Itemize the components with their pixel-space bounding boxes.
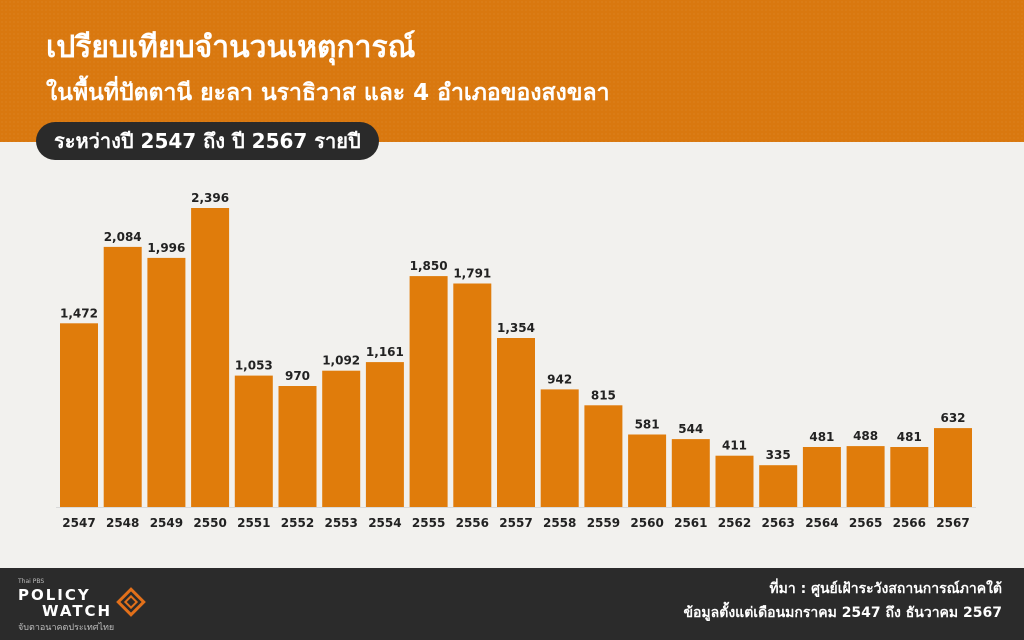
bar-2549 [147,257,186,507]
tick-label-2565: 2565 [849,516,882,530]
value-label-2548: 2,084 [104,230,142,244]
tick-label-2547: 2547 [62,516,95,530]
value-label-2554: 1,161 [366,345,404,359]
tick-label-2553: 2553 [324,516,357,530]
bar-chart: 1,472 2,084 1,996 2,396 1,053 970 1,092 1,161 1,… [0,160,1024,540]
tick-label-2548: 2548 [106,516,139,530]
bars-group [60,208,972,507]
value-label-2558: 942 [547,372,572,386]
logo-line1: POLICY [18,586,91,604]
tick-label-2559: 2559 [587,516,620,530]
value-label-2559: 815 [591,388,616,402]
bar-2552 [278,386,317,507]
value-label-2566: 481 [897,430,922,444]
tick-label-2552: 2552 [281,516,314,530]
bar-2567 [934,428,972,507]
tick-label-2551: 2551 [237,516,270,530]
data-range-note: ข้อมูลตั้งแต่เดือนมกราคม 2547 ถึง ธันวาค… [683,605,1002,621]
footer: Thai PBS POLICY WATCH จับตาอนาคตประเทศไท… [0,568,1024,640]
bar-2565 [846,446,885,507]
logo-tagline: จับตาอนาคตประเทศไทย [18,623,115,633]
value-label-2556: 1,791 [453,267,491,281]
bar-2555 [409,276,448,507]
header-banner: เปรียบเทียบจำนวนเหตุการณ์ ในพื้นที่ปัตตา… [0,0,1024,142]
tick-label-2567: 2567 [936,516,969,530]
logo-top-text: Thai PBS [18,578,45,585]
chart-subtitle: ในพื้นที่ปัตตานี ยะลา นราธิวาส และ 4 อำเ… [46,80,610,106]
bar-2550 [191,208,230,507]
source-text: ที่มา : ศูนย์เฝ้าระวังสถานการณ์ภาคใต้ ข้… [683,577,1002,625]
value-label-2560: 581 [635,418,660,432]
bar-2551 [234,375,273,507]
bar-2560 [628,434,667,507]
bar-2559 [584,405,623,507]
value-label-2562: 411 [722,439,747,453]
x-tick-labels-group: 2547 2548 2549 2550 2551 2552 2553 2554 2555 2556… [62,516,969,530]
bar-2563 [759,465,798,507]
diamond-logo-icon [116,587,146,617]
chart-svg: 1,472 2,084 1,996 2,396 1,053 970 1,092 1,161 1,… [56,191,976,530]
tick-label-2558: 2558 [543,516,576,530]
bar-2566 [890,447,929,507]
bar-2564 [802,447,841,507]
bar-2561 [671,439,710,507]
value-label-2567: 632 [940,411,965,425]
value-label-2553: 1,092 [322,354,360,368]
bar-2553 [322,370,361,507]
tick-label-2560: 2560 [630,516,663,530]
bar-2558 [540,389,579,507]
tick-label-2557: 2557 [499,516,532,530]
tick-label-2566: 2566 [893,516,926,530]
bar-2562 [715,455,754,507]
bar-2548 [103,246,142,507]
bar-2556 [453,283,492,507]
value-label-2563: 335 [766,448,791,462]
tick-label-2562: 2562 [718,516,751,530]
source-line: ที่มา : ศูนย์เฝ้าระวังสถานการณ์ภาคใต้ [769,581,1002,597]
value-label-2555: 1,850 [410,259,448,273]
value-label-2547: 1,472 [60,306,98,320]
value-label-2552: 970 [285,369,310,383]
logo-line2: WATCH [42,602,113,620]
value-label-2551: 1,053 [235,359,273,373]
value-label-2561: 544 [678,422,703,436]
value-label-2549: 1,996 [147,241,185,255]
value-label-2550: 2,396 [191,191,229,205]
tick-label-2563: 2563 [761,516,794,530]
tick-label-2561: 2561 [674,516,707,530]
tick-label-2555: 2555 [412,516,445,530]
tick-label-2554: 2554 [368,516,401,530]
value-labels-group: 1,472 2,084 1,996 2,396 1,053 970 1,092 1,161 1,… [60,191,966,462]
bar-2547 [60,323,98,507]
tick-label-2550: 2550 [193,516,226,530]
period-badge: ระหว่างปี 2547 ถึง ปี 2567 รายปี [36,122,379,160]
chart-title: เปรียบเทียบจำนวนเหตุการณ์ [46,30,416,65]
bar-2557 [497,338,535,507]
value-label-2564: 481 [809,430,834,444]
value-label-2565: 488 [853,429,878,443]
policy-watch-logo[interactable]: Thai PBS POLICY WATCH จับตาอนาคตประเทศไท… [18,578,168,634]
bar-2554 [365,362,404,507]
tick-label-2564: 2564 [805,516,838,530]
tick-label-2549: 2549 [150,516,183,530]
value-label-2557: 1,354 [497,321,535,335]
tick-label-2556: 2556 [456,516,489,530]
